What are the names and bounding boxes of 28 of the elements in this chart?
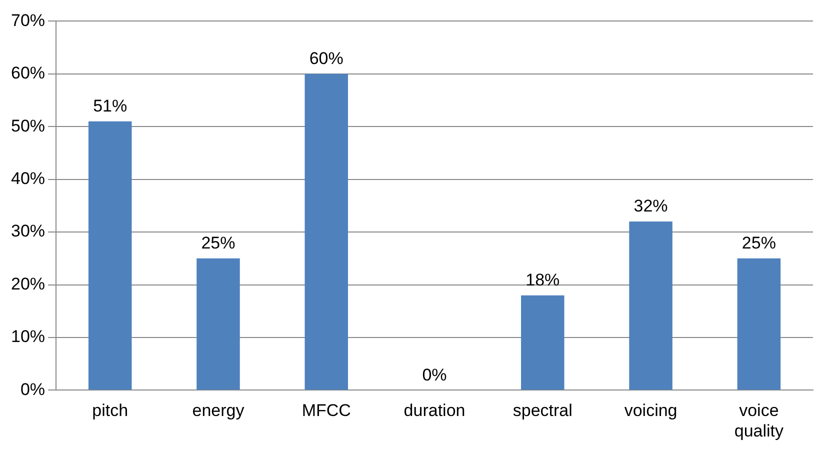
data-label: 60% <box>309 49 344 68</box>
bar <box>196 258 240 390</box>
y-tick-label: 60% <box>10 64 46 83</box>
bar <box>521 295 564 390</box>
data-label: 0% <box>422 365 447 384</box>
data-label: 51% <box>93 96 128 116</box>
y-tick-label: 50% <box>10 116 46 136</box>
bar <box>304 74 348 390</box>
y-tick-label: 0% <box>20 380 46 399</box>
data-label: 25% <box>742 234 776 253</box>
x-tick-label: voice quality <box>734 401 784 440</box>
data-label: 18% <box>526 270 560 290</box>
y-tick-label: 40% <box>10 169 46 188</box>
data-label: 32% <box>634 196 668 216</box>
data-label: 25% <box>201 234 236 253</box>
y-tick-label: 10% <box>10 327 46 346</box>
bar <box>88 121 132 390</box>
x-tick-label: MFCC <box>302 401 351 420</box>
y-tick-label: 30% <box>10 222 46 241</box>
bar <box>629 222 672 390</box>
x-tick-label: energy <box>192 401 245 420</box>
bar <box>737 258 781 390</box>
x-tick-label: voicing <box>624 401 678 420</box>
x-tick-label: pitch <box>92 401 128 420</box>
y-tick-label: 20% <box>10 274 46 294</box>
y-tick-label: 70% <box>10 10 46 30</box>
x-tick-label: duration <box>404 401 466 420</box>
x-tick-label: spectral <box>512 401 572 420</box>
